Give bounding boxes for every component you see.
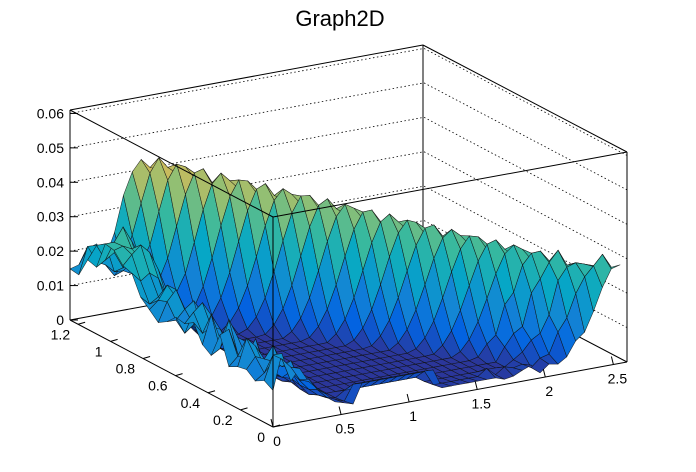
- y-tick-label: 1.2: [51, 326, 71, 342]
- y-tick-mark: [207, 390, 216, 394]
- y-tick-mark: [110, 338, 118, 342]
- y-tick-label: 0.2: [213, 412, 233, 428]
- x-tick-label: 2.5: [608, 371, 628, 387]
- z-tick-label: 0.03: [37, 209, 64, 225]
- x-tick-mark: [270, 418, 274, 428]
- chart-title: Graph2D: [295, 6, 384, 31]
- frame-edge: [69, 44, 424, 111]
- surface-mesh: [69, 157, 621, 405]
- y-tick-label: 1: [95, 343, 103, 359]
- frame-edge: [272, 151, 628, 218]
- x-tick-mark: [474, 381, 478, 390]
- frame-edge: [422, 44, 628, 153]
- x-tick-mark: [406, 393, 410, 403]
- y-tick-mark: [77, 321, 86, 325]
- y-tick-mark: [142, 356, 151, 360]
- x-tick-label: 0: [273, 433, 281, 449]
- frame-edge: [69, 319, 274, 428]
- x-tick-label: 1: [409, 408, 417, 424]
- y-tick-label: 0.6: [148, 378, 168, 394]
- x-tick-label: 2: [545, 383, 553, 399]
- y-tick-label: 0.4: [181, 395, 201, 411]
- z-tick-label: 0.05: [37, 140, 64, 156]
- gridline: [69, 116, 628, 225]
- surface-cell: [602, 254, 621, 270]
- y-tick-mark: [240, 407, 248, 411]
- z-tick-label: 0.01: [37, 278, 64, 294]
- frame-edge: [272, 361, 628, 428]
- x-tick-label: 1.5: [471, 396, 491, 412]
- gridline: [69, 48, 628, 156]
- y-tick-label: 0.8: [116, 361, 136, 377]
- x-tick-label: 0.5: [335, 421, 355, 437]
- z-tick-label: 0.04: [37, 174, 64, 190]
- y-tick-label: 0: [257, 429, 265, 445]
- z-tick-label: 0.06: [37, 105, 64, 121]
- x-tick-mark: [610, 356, 614, 365]
- chart-frame-front: [69, 109, 628, 428]
- z-tick-label: 0: [56, 312, 64, 328]
- gridline: [69, 151, 628, 260]
- x-tick-mark: [338, 406, 342, 415]
- x-tick-mark: [542, 368, 546, 378]
- y-tick-mark: [175, 373, 183, 377]
- y-tick-mark: [272, 424, 281, 428]
- z-tick-label: 0.02: [37, 243, 64, 259]
- frame-edge: [69, 109, 274, 218]
- axis-ticks: 0 0.01 0.02 0.03 0.04 0.05 0.06 0 0.2 0.4 0.6 0.8 1 1…: [37, 105, 628, 449]
- gridline: [69, 82, 628, 191]
